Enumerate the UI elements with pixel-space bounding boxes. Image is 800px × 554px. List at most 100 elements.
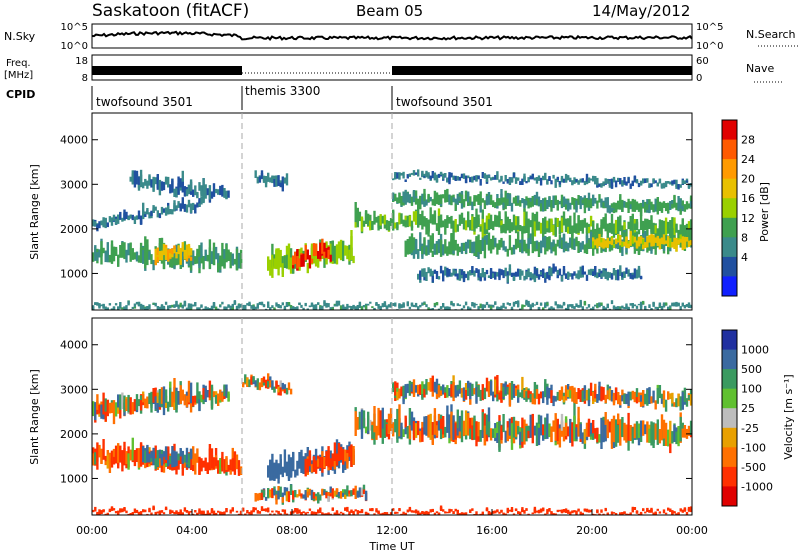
- cpid-segment-1: twofsound 3501: [96, 95, 193, 109]
- heatmap-cell: [202, 308, 205, 310]
- heatmap-cell: [558, 181, 562, 185]
- heatmap-cell: [123, 395, 126, 413]
- heatmap-cell: [433, 305, 437, 308]
- heatmap-cell: [160, 250, 164, 261]
- heatmap-cell: [319, 509, 322, 513]
- heatmap-cell: [223, 188, 226, 198]
- heatmap-cell: [423, 416, 426, 435]
- heatmap-cell: [267, 301, 270, 306]
- heatmap-cell: [177, 203, 180, 208]
- heatmap-cell: [298, 509, 301, 514]
- heatmap-cell: [689, 420, 693, 435]
- heatmap-cell: [556, 509, 559, 513]
- heatmap-cell: [352, 446, 355, 465]
- heatmap-cell: [612, 223, 616, 238]
- heatmap-cell: [573, 388, 576, 404]
- heatmap-cell: [681, 304, 684, 307]
- heatmap-cell: [496, 198, 499, 207]
- heatmap-cell: [156, 511, 159, 514]
- heatmap-cell: [167, 459, 170, 467]
- heatmap-cell: [444, 511, 447, 514]
- heatmap-cell: [431, 308, 434, 310]
- heatmap-cell: [275, 178, 278, 187]
- heatmap-cell: [471, 508, 474, 511]
- heatmap-cell: [410, 226, 414, 231]
- heatmap-cell: [502, 302, 505, 308]
- heatmap-cell: [181, 458, 184, 464]
- heatmap-cell: [112, 448, 116, 462]
- heatmap-cell: [606, 419, 609, 435]
- heatmap-cell: [517, 389, 520, 398]
- heatmap-cell: [558, 509, 562, 512]
- heatmap-cell: [327, 513, 330, 515]
- heatmap-cell: [173, 399, 176, 410]
- heatmap-cell: [544, 304, 547, 308]
- heatmap-cell: [498, 268, 501, 279]
- heatmap-cell: [175, 188, 178, 198]
- heatmap-cell: [629, 391, 632, 401]
- heatmap-cell: [617, 205, 620, 210]
- heatmap-cell: [433, 245, 437, 254]
- heatmap-cell: [198, 256, 201, 269]
- heatmap-cell: [648, 304, 651, 308]
- freq-right-label: Nave: [746, 62, 774, 75]
- heatmap-cell: [371, 306, 374, 309]
- heatmap-cell: [323, 300, 326, 305]
- heatmap-cell: [110, 507, 114, 511]
- heatmap-cell: [169, 509, 172, 514]
- heatmap-cell: [448, 388, 451, 397]
- heatmap-cell: [344, 307, 347, 310]
- heatmap-cell: [192, 207, 195, 210]
- heatmap-cell: [654, 237, 657, 242]
- heatmap-cell: [196, 307, 199, 310]
- heatmap-cell: [679, 238, 682, 248]
- heatmap-cell: [577, 180, 580, 185]
- heatmap-cell: [117, 394, 120, 408]
- heatmap-cell: [483, 240, 487, 259]
- heatmap-cell: [383, 303, 387, 306]
- heatmap-cell: [581, 306, 584, 310]
- heatmap-cell: [460, 176, 464, 179]
- heatmap-cell: [162, 451, 166, 457]
- heatmap-cell: [506, 275, 509, 283]
- heatmap-cell: [644, 203, 647, 213]
- heatmap-cell: [512, 244, 516, 255]
- heatmap-cell: [354, 306, 357, 310]
- heatmap-cell: [258, 301, 262, 305]
- heatmap-cell: [446, 178, 449, 183]
- heatmap-cell: [96, 303, 99, 305]
- heatmap-cell: [481, 238, 484, 251]
- heatmap-cell: [250, 305, 253, 309]
- heatmap-cell: [237, 252, 241, 269]
- heatmap-cell: [194, 395, 197, 403]
- noise-right-tick-bottom: 10^0: [696, 41, 723, 52]
- heatmap-cell: [652, 390, 655, 403]
- heatmap-cell: [531, 232, 534, 247]
- heatmap-cell: [402, 429, 405, 437]
- heatmap-cell: [104, 455, 107, 462]
- heatmap-cell: [458, 176, 462, 181]
- heatmap-cell: [667, 202, 670, 210]
- heatmap-cell: [179, 510, 182, 515]
- heatmap-cell: [287, 302, 291, 306]
- heatmap-cell: [408, 173, 412, 177]
- heatmap-cell: [577, 195, 580, 205]
- heatmap-cell: [302, 460, 305, 474]
- heatmap-cell: [585, 198, 589, 206]
- heatmap-cell: [606, 303, 609, 309]
- heatmap-cell: [675, 240, 678, 252]
- heatmap-cell: [212, 461, 216, 470]
- heatmap-cell: [104, 306, 107, 310]
- heatmap-cell: [648, 509, 651, 513]
- heatmap-cell: [192, 446, 195, 465]
- heatmap-cell: [410, 220, 414, 228]
- heatmap-cell: [152, 452, 155, 462]
- heatmap-cell: [487, 304, 491, 308]
- heatmap-cell: [410, 384, 414, 392]
- heatmap-cell: [529, 393, 532, 403]
- heatmap-cell: [646, 507, 649, 511]
- heatmap-cell: [489, 512, 493, 515]
- heatmap-cell: [123, 242, 126, 260]
- heatmap-cell: [229, 306, 232, 310]
- heatmap-cell: [514, 225, 518, 234]
